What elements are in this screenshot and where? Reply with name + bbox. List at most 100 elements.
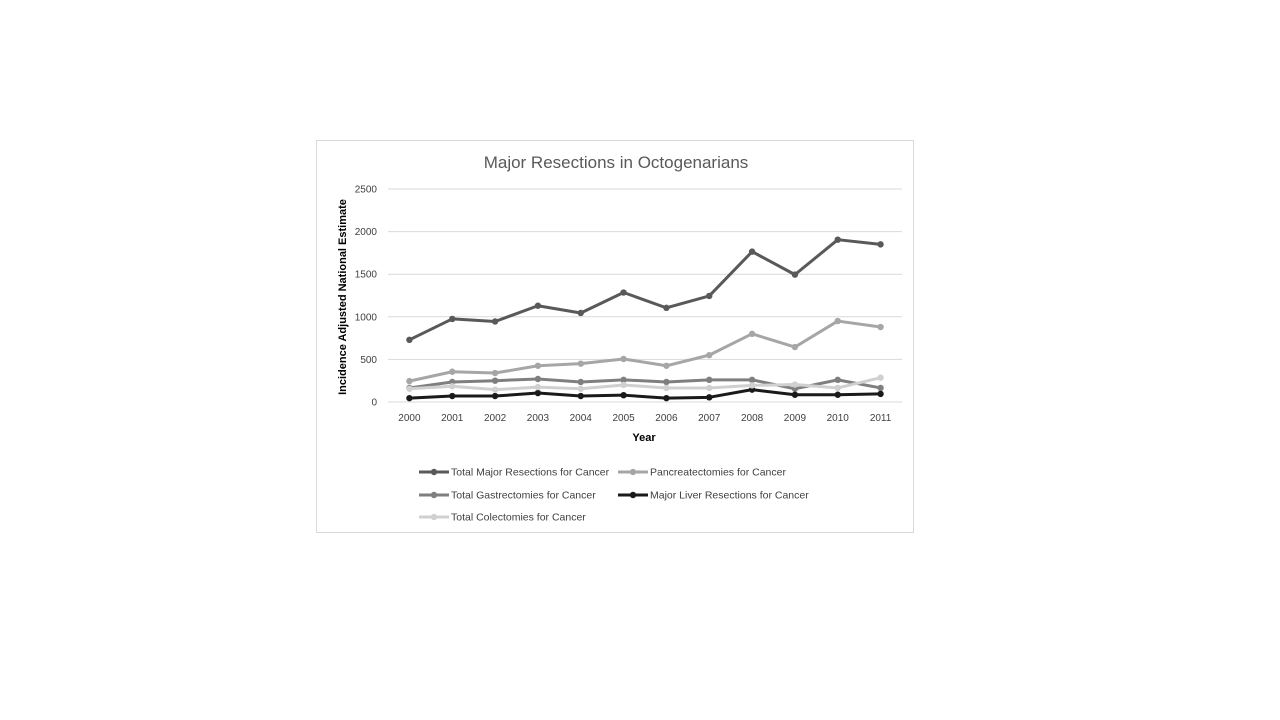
series-line <box>407 238 883 342</box>
series-layer <box>406 236 884 402</box>
data-point <box>406 336 413 344</box>
chart-frame: Major Resections in Octogenarians 0 500 10… <box>316 140 914 533</box>
data-point <box>620 391 627 399</box>
series-line <box>407 319 883 383</box>
legend-swatch-marker <box>430 513 438 521</box>
data-point <box>406 377 413 385</box>
series-line <box>407 376 883 392</box>
data-point <box>663 394 670 402</box>
legend-swatch-marker <box>430 468 438 476</box>
y-tick-label: 1000 <box>355 312 378 323</box>
x-tick-label: 2011 <box>870 413 892 424</box>
data-point <box>748 330 756 338</box>
x-tick-label: 2005 <box>612 413 635 424</box>
data-point <box>748 376 756 384</box>
line-chart: Major Resections in Octogenarians 0 500 10… <box>337 153 902 524</box>
legend-swatch-marker <box>629 491 637 499</box>
data-point <box>534 302 542 309</box>
data-point <box>791 391 799 398</box>
data-point <box>491 318 499 325</box>
data-point <box>534 375 542 383</box>
data-point <box>791 381 799 388</box>
data-point <box>663 304 670 312</box>
x-axis-ticks: 2000 2001 2002 2003 2004 2005 2006 2007 2008 2009… <box>398 413 891 424</box>
legend-label: Total Major Resections for Cancer <box>451 467 610 479</box>
data-point <box>834 384 841 392</box>
legend-label: Total Gastrectomies for Cancer <box>451 490 596 502</box>
data-point <box>620 355 627 363</box>
data-point <box>791 343 799 351</box>
data-point <box>748 382 756 389</box>
data-point <box>406 385 413 392</box>
data-point <box>706 351 713 359</box>
series-line <box>407 377 883 391</box>
gridlines <box>388 188 902 403</box>
data-point <box>620 381 627 389</box>
data-point <box>449 368 456 375</box>
legend-swatch-marker <box>430 491 438 499</box>
legend-item: Major Liver Resections for Cancer <box>618 490 809 502</box>
legend: Total Major Resections for Cancer Pancrea… <box>419 467 809 524</box>
data-point <box>491 386 499 393</box>
chart-title: Major Resections in Octogenarians <box>484 153 749 172</box>
data-point <box>449 315 456 323</box>
data-point <box>877 384 884 392</box>
data-point <box>663 378 670 386</box>
data-point <box>406 394 413 402</box>
data-point <box>834 317 841 325</box>
legend-item: Total Gastrectomies for Cancer <box>419 490 596 502</box>
x-tick-label: 2004 <box>570 413 593 424</box>
data-point <box>491 377 499 384</box>
data-point <box>877 323 884 331</box>
data-point <box>577 378 584 386</box>
series-2 <box>406 317 884 385</box>
x-tick-label: 2008 <box>741 413 764 424</box>
data-point <box>706 292 713 300</box>
x-tick-label: 2001 <box>441 413 464 424</box>
x-tick-label: 2007 <box>698 413 721 424</box>
data-point <box>577 392 584 400</box>
data-point <box>877 390 884 398</box>
y-tick-label: 0 <box>371 398 377 409</box>
y-tick-label: 2000 <box>355 227 378 238</box>
data-point <box>534 362 542 369</box>
legend-label: Pancreatectomies for Cancer <box>650 467 786 479</box>
data-point <box>834 376 841 384</box>
data-point <box>706 394 713 401</box>
series-5 <box>406 374 884 393</box>
data-point <box>748 248 756 255</box>
data-point <box>706 376 713 384</box>
x-tick-label: 2002 <box>484 413 507 424</box>
x-axis-title: Year <box>632 432 656 444</box>
legend-label: Total Colectomies for Cancer <box>451 512 586 524</box>
data-point <box>491 392 499 400</box>
series-line <box>407 388 883 400</box>
legend-label: Major Liver Resections for Cancer <box>650 490 809 502</box>
data-point <box>877 374 884 381</box>
data-point <box>706 384 713 392</box>
data-point <box>577 385 584 392</box>
data-point <box>834 391 841 398</box>
x-tick-label: 2003 <box>527 413 550 424</box>
data-point <box>620 376 627 384</box>
y-axis-ticks: 0 500 1000 1500 2000 2500 <box>355 185 378 409</box>
data-point <box>834 236 841 243</box>
y-axis-title: Incidence Adjusted National Estimate <box>337 199 349 395</box>
data-point <box>577 309 584 317</box>
data-point <box>449 392 456 400</box>
data-point <box>663 362 670 369</box>
x-tick-label: 2000 <box>398 413 421 424</box>
x-tick-label: 2006 <box>655 413 678 424</box>
series-1 <box>406 236 884 344</box>
y-tick-label: 1500 <box>355 270 378 281</box>
data-point <box>577 360 584 367</box>
y-tick-label: 2500 <box>355 185 378 196</box>
legend-item: Total Colectomies for Cancer <box>419 512 586 524</box>
data-point <box>791 271 799 278</box>
series-4 <box>406 386 884 402</box>
data-point <box>491 369 499 377</box>
data-point <box>534 383 542 391</box>
legend-item: Pancreatectomies for Cancer <box>618 467 786 479</box>
data-point <box>877 241 884 248</box>
data-point <box>449 383 456 390</box>
